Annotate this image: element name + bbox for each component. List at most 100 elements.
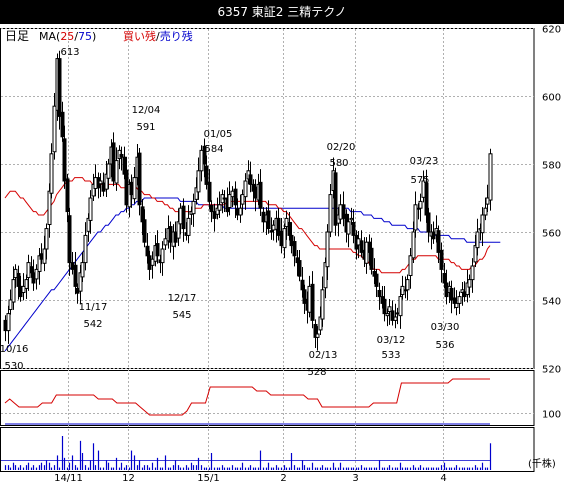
annotation-value: 536	[435, 340, 454, 351]
candle-body	[408, 255, 413, 277]
candle-body	[47, 190, 52, 226]
candle-body	[16, 272, 21, 287]
margin-axis: 100	[542, 410, 561, 421]
candle-body	[449, 287, 454, 301]
candle-body	[60, 111, 65, 138]
candle-body	[49, 153, 54, 194]
price-panel-frame	[0, 28, 535, 369]
margin-tick-label: 100	[542, 410, 561, 421]
price-tick-label: 520	[542, 365, 561, 376]
candle-body	[300, 279, 305, 291]
candle-body	[431, 231, 436, 240]
candle-body	[266, 210, 271, 230]
price-tick-label: 560	[542, 229, 561, 240]
candle-body	[240, 194, 245, 205]
candle-body	[24, 279, 29, 289]
candle-body	[8, 299, 13, 311]
candle-body	[114, 160, 119, 184]
legend-period: 日足	[5, 29, 29, 43]
candle-body	[359, 240, 364, 253]
candle-body	[457, 296, 462, 304]
candle-body	[454, 302, 459, 308]
candle-body	[439, 249, 444, 270]
candle-body	[155, 243, 160, 257]
annotation-date: 03/23	[410, 156, 439, 167]
candle-body	[405, 279, 410, 291]
candle-body	[65, 178, 70, 213]
grid-lines	[1, 28, 534, 471]
legend-ma-prefix: MA(	[39, 30, 60, 43]
candle-body	[483, 207, 488, 216]
candle-body	[341, 204, 346, 219]
candle-body	[57, 58, 62, 117]
margin-panel-frame	[0, 370, 535, 426]
candle-body	[377, 289, 382, 298]
candle-body	[80, 262, 85, 278]
candle-body	[73, 264, 78, 287]
candle-body	[186, 217, 191, 236]
candle-body	[442, 272, 447, 284]
candle-body	[287, 221, 292, 236]
candle-body	[227, 194, 232, 209]
candle-body	[282, 228, 287, 249]
legend-sell: 売り残	[160, 29, 193, 43]
annotation-date: 12/04	[132, 105, 161, 116]
candle-body	[106, 163, 111, 179]
candle-body	[325, 231, 330, 268]
candle-body	[258, 181, 263, 209]
candle-body	[217, 204, 222, 211]
candle-body	[21, 285, 26, 294]
candle-body	[488, 153, 493, 201]
price-tick-label: 600	[542, 93, 561, 104]
candle-body	[390, 310, 395, 321]
panel-frames	[0, 28, 535, 472]
candle-body	[119, 153, 124, 158]
candle-body	[145, 245, 150, 257]
candle-body	[470, 265, 475, 281]
margin-lines	[4, 378, 490, 425]
annotation-value: 591	[136, 122, 155, 133]
candle-body	[276, 217, 281, 236]
candle-body	[480, 214, 485, 234]
candle-body	[191, 200, 196, 215]
volume-unit: (千株)	[528, 457, 556, 470]
time-tick-label: 14/11	[54, 473, 83, 483]
candle-body	[382, 298, 387, 315]
legend-ma-short: 25	[60, 30, 74, 43]
candle-body	[436, 230, 441, 253]
volume-panel-frame	[0, 427, 535, 472]
candle-body	[29, 266, 34, 274]
candle-body	[351, 221, 356, 236]
chart-title: 6357 東証2 三精テクノ	[0, 0, 564, 24]
price-tick-label: 540	[542, 297, 561, 308]
annotation-date: 12/17	[168, 293, 197, 304]
annotation-value: 584	[204, 144, 223, 155]
candle-body	[243, 180, 248, 198]
candle-body	[160, 248, 165, 264]
annotation-date: 01/05	[204, 129, 233, 140]
candle-body	[98, 180, 103, 185]
candle-body	[181, 205, 186, 230]
legend-ma: MA(25/75)	[39, 30, 96, 43]
annotation-date: 02/13	[309, 350, 338, 361]
annotation-value: 530	[4, 361, 23, 372]
candle-body	[424, 182, 429, 216]
buy-margin-line	[4, 378, 490, 416]
annotation-date: 03/12	[377, 335, 406, 346]
candle-body	[369, 247, 374, 270]
candle-body	[248, 174, 253, 185]
candle-body	[34, 268, 39, 280]
candle-body	[150, 258, 155, 266]
candle-body	[297, 260, 302, 277]
candle-body	[385, 313, 390, 317]
candle-body	[315, 333, 320, 338]
candle-body	[83, 234, 88, 264]
candle-body	[6, 313, 11, 332]
annotation-value: 545	[172, 310, 191, 321]
legend-buy: 買い残	[123, 29, 156, 43]
candle-body	[163, 238, 168, 246]
candle-body	[310, 283, 315, 321]
candle-body	[269, 230, 274, 233]
annotation-value: 533	[381, 350, 400, 361]
